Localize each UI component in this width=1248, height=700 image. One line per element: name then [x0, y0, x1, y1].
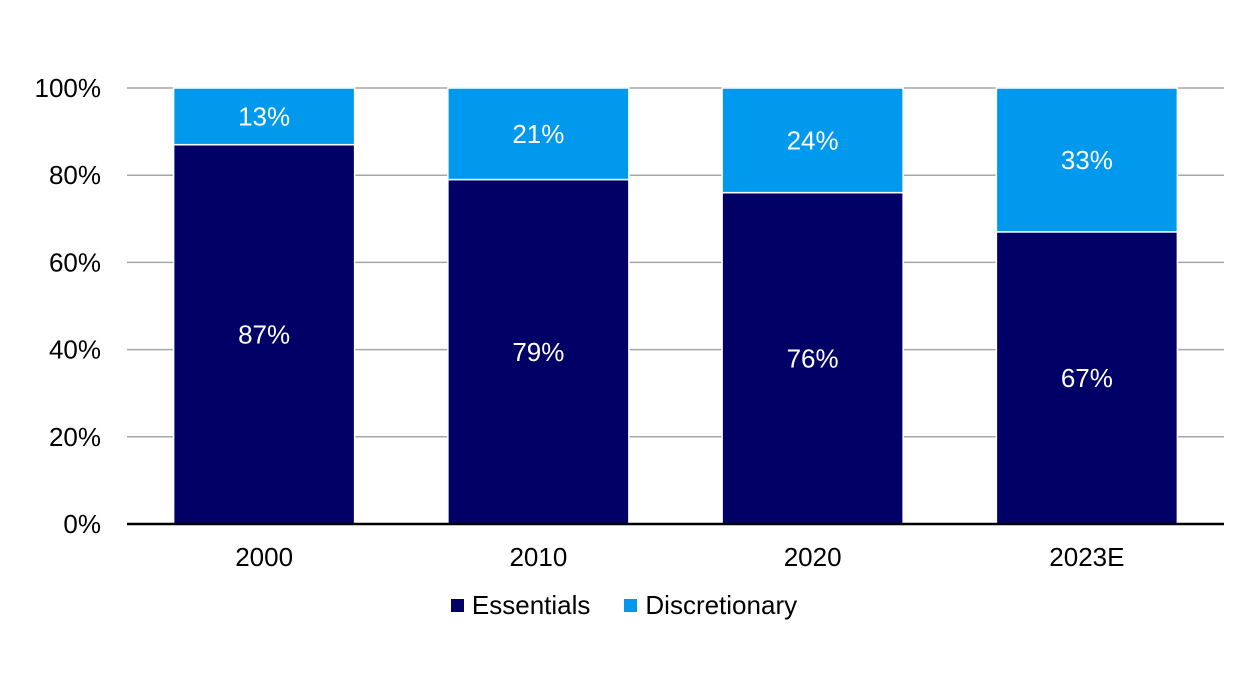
y-tick-label: 0% [63, 509, 101, 539]
legend-swatch-essentials [450, 599, 464, 612]
data-label: 21% [512, 119, 564, 149]
data-label: 79% [512, 337, 564, 367]
legend: Essentials Discretionary [0, 590, 1248, 621]
data-label: 87% [238, 319, 290, 349]
bar-essentials [721, 191, 904, 525]
bar-essentials [172, 143, 356, 525]
data-label: 13% [238, 101, 290, 131]
legend-label-essentials: Essentials [471, 590, 591, 620]
y-tick-label: 20% [49, 422, 101, 452]
data-label: 76% [787, 343, 839, 373]
y-tick-label: 100% [35, 73, 102, 103]
x-tick-label: 2010 [509, 542, 567, 572]
x-tick-label: 2000 [235, 542, 293, 572]
legend-item-discretionary: Discretionary [624, 590, 797, 621]
y-tick-label: 60% [49, 247, 101, 277]
data-label: 33% [1061, 145, 1113, 175]
legend-label-discretionary: Discretionary [645, 590, 798, 620]
data-label: 67% [1061, 363, 1113, 393]
bar-discretionary [721, 87, 904, 194]
bar-discretionary [172, 87, 356, 146]
x-tick-label: 2023E [1049, 542, 1124, 572]
legend-item-essentials: Essentials [450, 590, 591, 621]
legend-swatch-discretionary [624, 599, 638, 612]
x-tick-label: 2020 [784, 542, 842, 572]
data-label: 24% [787, 125, 839, 155]
y-tick-label: 40% [49, 335, 101, 365]
y-tick-label: 80% [49, 160, 101, 190]
bar-discretionary [995, 87, 1179, 233]
bar-essentials [995, 231, 1179, 525]
bar-discretionary [447, 87, 630, 181]
